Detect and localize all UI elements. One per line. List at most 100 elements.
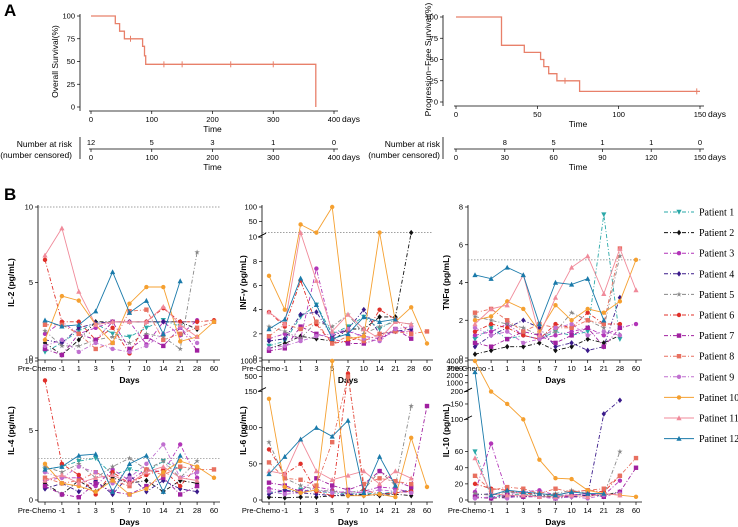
data-point (585, 276, 591, 281)
data-point (585, 490, 591, 496)
x-tick-label: 10 (142, 506, 150, 515)
x-tick-label: 3 (521, 506, 525, 515)
series-line-patient-7 (268, 326, 412, 352)
legend-marker (676, 251, 682, 256)
series-line-patient-4 (474, 399, 621, 499)
y-tick-label: 2000 (446, 371, 463, 380)
data-point (361, 306, 366, 313)
data-point (178, 331, 183, 337)
data-point (76, 343, 82, 349)
series-line-patinet-11 (44, 226, 198, 338)
data-point (211, 319, 217, 324)
data-point (211, 475, 217, 480)
data-point (345, 493, 351, 498)
data-point (505, 336, 510, 342)
data-point (585, 333, 590, 338)
y-tick-label: 3000 (446, 364, 463, 373)
data-point (569, 489, 575, 495)
y-tick-label: 4000 (446, 357, 463, 366)
data-point (472, 490, 478, 496)
data-point (314, 483, 319, 488)
data-point (569, 476, 574, 482)
data-point (520, 272, 526, 278)
data-point (161, 284, 166, 290)
y-tick-label: 0 (434, 98, 438, 107)
data-point (126, 310, 133, 315)
data-point (424, 484, 430, 490)
x-tick-label: 10 (360, 364, 368, 373)
series-line-patient-8 (268, 321, 428, 345)
data-point (472, 333, 478, 338)
data-point (472, 496, 478, 501)
data-point (42, 331, 48, 337)
data-point (76, 298, 82, 303)
y-tick-label: 0 (253, 354, 257, 363)
x-tick-label: 7 (127, 364, 131, 373)
risk-table-label: Number at risk (385, 139, 441, 149)
y-tick-label: 150 (244, 387, 257, 396)
series-line-patient-4 (44, 474, 198, 496)
axis-break-mark (463, 387, 473, 393)
data-point (42, 486, 48, 492)
y-tick-label: 100 (244, 203, 257, 212)
data-point (161, 343, 166, 349)
data-point (110, 470, 115, 475)
data-point (143, 452, 149, 458)
series-line-patient-5 (474, 256, 621, 336)
data-point (505, 343, 510, 350)
y-axis-label: INF-γ (pg/mL) (238, 255, 248, 310)
y-tick-label: 50 (67, 57, 75, 66)
y-tick-label: 1000 (240, 357, 257, 366)
data-point (298, 494, 303, 500)
data-point (424, 341, 430, 346)
data-point (194, 340, 200, 346)
risk-axis-label: Time (203, 162, 222, 172)
x-tick-label: 28 (193, 506, 201, 515)
data-point (488, 321, 494, 327)
data-point (314, 319, 319, 324)
data-point (552, 294, 559, 300)
data-point (472, 340, 478, 346)
series-line-patient-6 (44, 380, 198, 496)
data-point (59, 481, 65, 486)
data-point (298, 326, 303, 332)
x-axis-label: Days (545, 375, 566, 385)
data-point (266, 447, 272, 452)
data-point (329, 323, 335, 329)
data-point (521, 486, 526, 491)
data-point (266, 309, 272, 315)
x-tick-label: 5 (537, 364, 541, 373)
data-point (553, 340, 558, 346)
series-line-patient-5 (268, 313, 412, 340)
data-point (266, 273, 272, 279)
data-point (393, 329, 398, 334)
x-tick-label: 60 (423, 506, 431, 515)
data-point (330, 358, 335, 364)
data-point (160, 458, 167, 464)
data-point (282, 316, 288, 322)
data-point (505, 325, 510, 330)
data-point (617, 321, 623, 327)
data-point (282, 307, 287, 312)
data-point (537, 325, 542, 331)
data-point (361, 338, 366, 344)
data-point (521, 343, 526, 350)
data-point (143, 330, 150, 337)
data-point (282, 328, 288, 334)
data-point (553, 333, 558, 338)
data-point (59, 337, 65, 343)
y-tick-label: 2 (459, 316, 463, 325)
data-point (601, 490, 607, 496)
data-point (504, 264, 510, 270)
x-tick-label: 0 (454, 110, 458, 119)
data-point (178, 464, 183, 469)
data-point (266, 480, 272, 485)
data-point (408, 321, 414, 327)
data-point (59, 472, 65, 478)
x-tick-label: -1 (59, 364, 66, 373)
data-point (177, 322, 183, 327)
data-point (93, 470, 98, 475)
series-line-patient-3 (268, 268, 412, 340)
data-point (552, 492, 559, 498)
